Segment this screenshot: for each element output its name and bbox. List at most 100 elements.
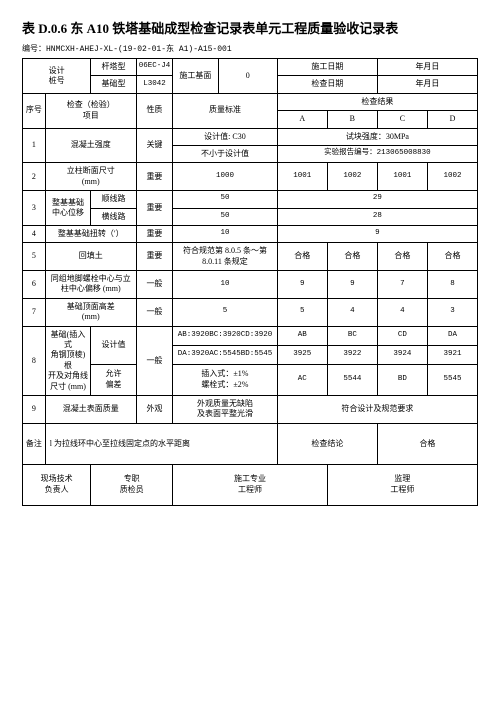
doc-number: 编号：HNMCXH-AHEJ-XL-(19-02-01-东 A1)-A15-00… bbox=[22, 43, 478, 54]
r9-bz: 外观质量无缺陷及表面平整光滑 bbox=[173, 395, 278, 423]
r6-c: 7 bbox=[377, 271, 427, 299]
r8-s2: 允许偏差 bbox=[91, 364, 137, 395]
h-nyr1: 年月日 bbox=[377, 59, 477, 76]
r1-xm: 混凝土强度 bbox=[45, 128, 136, 163]
h-gtx: 杆塔型 bbox=[91, 59, 137, 76]
r6-a: 9 bbox=[277, 271, 327, 299]
r5-c: 合格 bbox=[377, 243, 427, 271]
r1-v2: 实验报告编号：213065008830 bbox=[277, 145, 477, 162]
h-gtxv: 06EC-J4 bbox=[136, 59, 172, 76]
r8t3d: 5545 bbox=[427, 364, 477, 395]
r8-s1: 设计值 bbox=[91, 326, 137, 364]
r2-c: 1001 bbox=[377, 163, 427, 191]
h-sgjm: 施工基面 bbox=[173, 59, 219, 94]
sig-b: 专职质检员 bbox=[91, 464, 173, 505]
r8-l3: 插入式：±1%螺栓式：±2% bbox=[173, 364, 278, 395]
r8t2a: 3925 bbox=[277, 345, 327, 364]
h-nyr2: 年月日 bbox=[377, 76, 477, 93]
r1-xz: 关键 bbox=[136, 128, 172, 163]
r8-xz: 一般 bbox=[136, 326, 172, 395]
r8-xm: 基础(插入式角钢顶棱)根开及对角线尺寸 (mm) bbox=[45, 326, 91, 395]
r4-xz: 重要 bbox=[136, 225, 172, 242]
r7-a: 5 bbox=[277, 298, 327, 326]
r6-bz: 10 bbox=[173, 271, 278, 299]
r7-xz: 一般 bbox=[136, 298, 172, 326]
sig-c: 施工专业工程师 bbox=[173, 464, 328, 505]
r8t3b: 5544 bbox=[327, 364, 377, 395]
r2-xz: 重要 bbox=[136, 163, 172, 191]
th-jg: 检查结果 bbox=[277, 93, 477, 110]
r4-bz: 10 bbox=[173, 225, 278, 242]
r4-xm: 整基基础扭转（′） bbox=[45, 225, 136, 242]
th-A: A bbox=[277, 111, 327, 128]
r1-bz1: 设计值: C30 bbox=[173, 128, 278, 145]
th-C: C bbox=[377, 111, 427, 128]
r5-bz: 符合规范第 8.0.5 条～第8.0.11 条规定 bbox=[173, 243, 278, 271]
r2-xm: 立柱断面尺寸(mm) bbox=[45, 163, 136, 191]
r8t3a: AC bbox=[277, 364, 327, 395]
th-B: B bbox=[327, 111, 377, 128]
r5-d: 合格 bbox=[427, 243, 477, 271]
r3-s2: 横线路 bbox=[91, 208, 137, 225]
r9-v: 符合设计及规范要求 bbox=[277, 395, 477, 423]
r8t1b: BC bbox=[327, 326, 377, 345]
sig-a: 现场技术负责人 bbox=[23, 464, 91, 505]
r2-d: 1002 bbox=[427, 163, 477, 191]
r6-xm: 同组地脚螺栓中心与立柱中心偏移 (mm) bbox=[45, 271, 136, 299]
r4-no: 4 bbox=[23, 225, 46, 242]
h-jcxv: L3042 bbox=[136, 76, 172, 93]
r8-l2: DA:3920AC:5545BD:5545 bbox=[173, 345, 278, 364]
r8t1d: DA bbox=[427, 326, 477, 345]
r5-b: 合格 bbox=[327, 243, 377, 271]
r5-xm: 回填土 bbox=[45, 243, 136, 271]
r6-xz: 一般 bbox=[136, 271, 172, 299]
r3-v2: 28 bbox=[277, 208, 477, 225]
r8t2c: 3924 bbox=[377, 345, 427, 364]
th-xh: 序号 bbox=[23, 93, 46, 128]
h-jcx: 基础型 bbox=[91, 76, 137, 93]
r5-xz: 重要 bbox=[136, 243, 172, 271]
r1-bz2: 不小于设计值 bbox=[173, 145, 278, 162]
title: 表 D.0.6 东 A10 铁塔基础成型检查记录表单元工程质量验收记录表 bbox=[22, 18, 478, 37]
r7-no: 7 bbox=[23, 298, 46, 326]
r9-no: 9 bbox=[23, 395, 46, 423]
r2-a: 1001 bbox=[277, 163, 327, 191]
r3-bz1: 50 bbox=[173, 191, 278, 208]
r4-v: 9 bbox=[277, 225, 477, 242]
r6-d: 8 bbox=[427, 271, 477, 299]
r8t1c: CD bbox=[377, 326, 427, 345]
r1-v1: 试块强度：30MPa bbox=[277, 128, 477, 145]
r3-no: 3 bbox=[23, 191, 46, 226]
r8t3c: BD bbox=[377, 364, 427, 395]
r9-xm: 混凝土表面质量 bbox=[45, 395, 136, 423]
r8-no: 8 bbox=[23, 326, 46, 395]
h-jcrq: 检查日期 bbox=[277, 76, 377, 93]
r7-c: 4 bbox=[377, 298, 427, 326]
r3-s1: 顺线路 bbox=[91, 191, 137, 208]
r8t2d: 3921 bbox=[427, 345, 477, 364]
r5-a: 合格 bbox=[277, 243, 327, 271]
r6-no: 6 bbox=[23, 271, 46, 299]
th-bz: 质量标准 bbox=[173, 93, 278, 128]
h-sjzh: 设计桩号 bbox=[23, 59, 91, 94]
inspection-table: 设计桩号 杆塔型 06EC-J4 施工基面 0 施工日期 年月日 基础型 L30… bbox=[22, 58, 478, 506]
r3-bz2: 50 bbox=[173, 208, 278, 225]
h-sgrq: 施工日期 bbox=[277, 59, 377, 76]
bz-jl: 检查结论 bbox=[277, 423, 377, 464]
r7-d: 3 bbox=[427, 298, 477, 326]
r5-no: 5 bbox=[23, 243, 46, 271]
r7-bz: 5 bbox=[173, 298, 278, 326]
bz-lbl: 备注 bbox=[23, 423, 46, 464]
r3-xm: 整基基础中心位移 bbox=[45, 191, 91, 226]
r7-b: 4 bbox=[327, 298, 377, 326]
r1-no: 1 bbox=[23, 128, 46, 163]
sig-d: 监理工程师 bbox=[327, 464, 477, 505]
th-xm: 检查（检验）项目 bbox=[45, 93, 136, 128]
r2-no: 2 bbox=[23, 163, 46, 191]
r2-b: 1002 bbox=[327, 163, 377, 191]
r6-b: 9 bbox=[327, 271, 377, 299]
th-xz: 性质 bbox=[136, 93, 172, 128]
r2-bz: 1000 bbox=[173, 163, 278, 191]
bz-hg: 合格 bbox=[377, 423, 477, 464]
r8t2b: 3922 bbox=[327, 345, 377, 364]
